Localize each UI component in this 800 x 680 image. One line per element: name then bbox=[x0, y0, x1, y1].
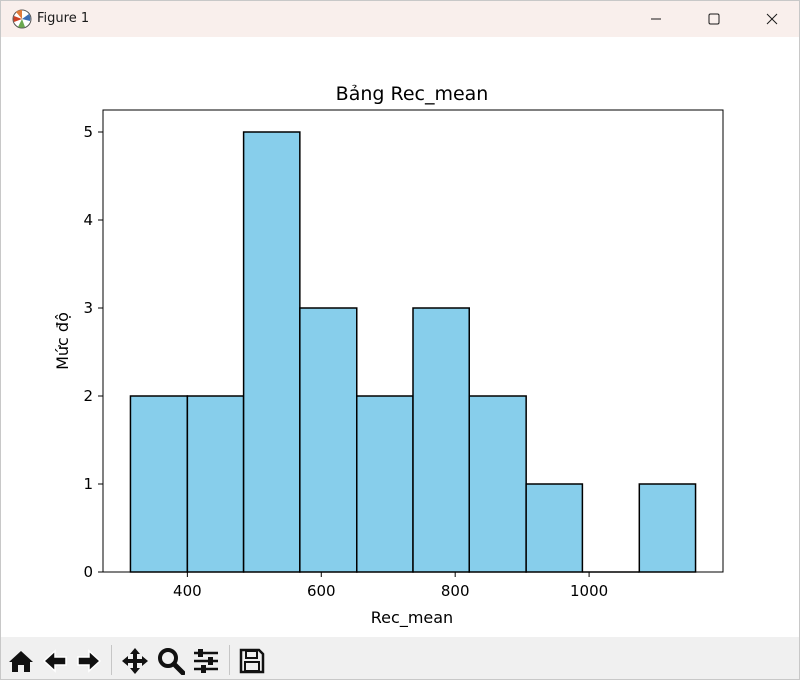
navigation-toolbar bbox=[1, 637, 799, 679]
toolbar-separator bbox=[111, 645, 112, 675]
minimize-button[interactable] bbox=[633, 1, 679, 37]
back-button[interactable] bbox=[41, 647, 69, 675]
y-tick-label: 0 bbox=[83, 563, 93, 581]
close-icon bbox=[766, 13, 778, 25]
window-title: Figure 1 bbox=[37, 11, 90, 26]
y-tick-label: 2 bbox=[83, 387, 93, 405]
pan-icon bbox=[122, 648, 148, 674]
histogram-bar bbox=[468, 395, 527, 573]
minimize-icon bbox=[651, 18, 661, 20]
save-button[interactable] bbox=[238, 647, 266, 675]
y-tick-label: 1 bbox=[83, 475, 93, 493]
figure-canvas[interactable]: Bảng Rec_mean 400 600 800 1000 0 1 2 3 4 5 Rec_m… bbox=[1, 37, 799, 637]
y-axis-label: Mức độ bbox=[53, 312, 72, 370]
y-tick-label: 5 bbox=[83, 123, 93, 141]
histogram-bar bbox=[129, 395, 189, 573]
back-icon bbox=[42, 649, 67, 673]
x-tick-label: 800 bbox=[441, 582, 470, 600]
axes-frame bbox=[102, 109, 724, 573]
matplotlib-icon bbox=[12, 9, 32, 29]
y-tick-label: 4 bbox=[83, 211, 93, 229]
close-button[interactable] bbox=[749, 1, 795, 37]
maximize-button[interactable] bbox=[691, 1, 737, 37]
zoom-button[interactable] bbox=[157, 647, 185, 675]
histogram-bar bbox=[186, 395, 245, 573]
configure-subplots-button[interactable] bbox=[192, 647, 220, 675]
home-icon bbox=[9, 651, 33, 672]
zoom-icon bbox=[158, 648, 185, 675]
x-tick-label: 600 bbox=[307, 582, 336, 600]
forward-button[interactable] bbox=[75, 647, 103, 675]
maximize-icon bbox=[708, 13, 720, 25]
chart-title: Bảng Rec_mean bbox=[336, 83, 489, 105]
configure-subplots-icon bbox=[194, 649, 218, 673]
histogram-bar bbox=[299, 307, 358, 573]
save-icon bbox=[239, 648, 265, 674]
histogram-bar bbox=[412, 307, 470, 573]
x-tick-label: 1000 bbox=[570, 582, 608, 600]
histogram-bar bbox=[242, 131, 301, 573]
toolbar-separator bbox=[229, 645, 230, 675]
histogram-bar bbox=[356, 395, 414, 573]
histogram-bar bbox=[638, 483, 697, 573]
histogram-bar bbox=[525, 483, 584, 573]
x-tick-label: 400 bbox=[173, 582, 202, 600]
histogram-chart: Bảng Rec_mean 400 600 800 1000 0 1 2 3 4 5 Rec_m… bbox=[53, 83, 724, 628]
y-tick-label: 3 bbox=[83, 299, 93, 317]
forward-icon bbox=[77, 649, 102, 673]
x-axis-label: Rec_mean bbox=[371, 608, 453, 628]
pan-button[interactable] bbox=[121, 647, 149, 675]
home-button[interactable] bbox=[7, 647, 35, 675]
title-bar[interactable]: Figure 1 bbox=[1, 1, 799, 37]
